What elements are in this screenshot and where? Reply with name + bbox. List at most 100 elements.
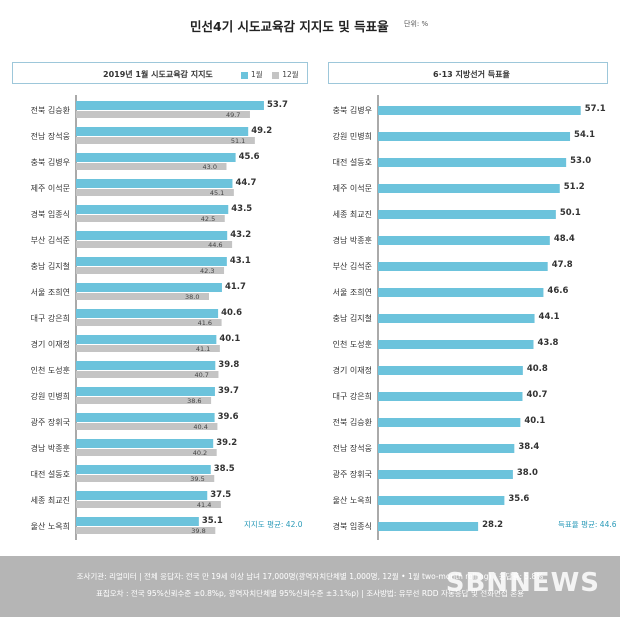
support-value-dec: 38.0 <box>185 293 199 301</box>
support-bar-dec <box>76 215 225 222</box>
support-bar-jan <box>76 283 222 292</box>
footer: 조사기관: 리얼미터 | 전체 응답자: 전국 만 19세 이상 남녀 17,0… <box>0 556 620 617</box>
chart-title: 민선4기 시도교육감 지지도 및 득표율 <box>190 19 389 34</box>
support-value-dec: 51.1 <box>231 137 245 145</box>
support-category-label: 전북 김승환 <box>31 105 71 115</box>
support-bar-dec <box>76 189 234 196</box>
left-panel-header: 2019년 1월 시도교육감 지지도 1월 12월 <box>12 62 308 84</box>
support-value-dec: 41.4 <box>197 501 211 509</box>
vote-value: 47.8 <box>552 260 573 270</box>
support-value-dec: 43.0 <box>203 163 217 171</box>
support-bar-dec <box>76 137 255 144</box>
support-bar-jan <box>76 257 227 266</box>
vote-category-label: 전남 장석웅 <box>333 443 372 453</box>
vote-average-label: 득표율 평균: 44.6 <box>558 520 617 529</box>
legend-swatch-jan <box>241 71 248 79</box>
support-bar-dec <box>76 449 217 456</box>
vote-bar <box>378 184 560 193</box>
watermark: SBNNEWS <box>445 568 600 598</box>
support-value-dec: 42.3 <box>200 267 214 275</box>
vote-bar <box>378 418 521 427</box>
support-category-label: 전남 장석웅 <box>31 131 70 141</box>
support-value-jan: 43.2 <box>230 230 251 240</box>
vote-value: 40.1 <box>524 416 545 426</box>
support-category-label: 충북 김병우 <box>31 157 70 167</box>
vote-bar <box>378 132 571 141</box>
vote-category-label: 대전 설동호 <box>333 157 372 167</box>
vote-value: 57.1 <box>585 104 606 114</box>
support-value-dec: 38.6 <box>187 397 201 405</box>
legend-label-dec: 12월 <box>282 70 299 79</box>
support-bar-jan <box>76 465 211 474</box>
support-bar-dec <box>76 345 220 352</box>
support-bar-jan <box>76 153 236 162</box>
support-category-label: 세종 최교진 <box>31 495 70 505</box>
support-category-label: 경북 임종식 <box>31 209 70 219</box>
support-bar-dec <box>76 423 218 430</box>
support-value-dec: 41.1 <box>196 345 210 353</box>
support-value-dec: 49.7 <box>226 111 240 119</box>
vote-value: 48.4 <box>554 234 575 244</box>
vote-category-label: 제주 이석문 <box>333 183 372 193</box>
vote-bar <box>378 158 567 167</box>
support-value-jan: 35.1 <box>202 516 223 526</box>
vote-category-label: 광주 장휘국 <box>333 469 372 479</box>
support-value-jan: 40.6 <box>221 308 242 318</box>
support-value-jan: 44.7 <box>235 178 256 188</box>
support-bar-dec <box>76 267 225 274</box>
support-value-dec: 39.8 <box>191 527 205 535</box>
vote-value: 51.2 <box>564 182 585 192</box>
vote-value: 35.6 <box>508 494 529 504</box>
vote-bar <box>378 262 548 271</box>
support-value-jan: 40.1 <box>219 334 240 344</box>
support-value-jan: 38.5 <box>214 464 235 474</box>
support-bar-dec <box>76 319 222 326</box>
vote-category-label: 대구 강은희 <box>333 391 372 401</box>
support-bar-dec <box>76 111 250 118</box>
support-value-jan: 49.2 <box>251 126 272 136</box>
vote-bar <box>378 496 505 505</box>
support-value-jan: 39.7 <box>218 386 239 396</box>
support-average-label: 지지도 평균: 42.0 <box>244 520 303 529</box>
support-bar-jan <box>76 387 215 396</box>
vote-value: 38.4 <box>518 442 539 452</box>
left-panel-title: 2019년 1월 시도교육감 지지도 <box>103 70 213 79</box>
support-bar-dec <box>76 241 233 248</box>
vote-bar <box>378 392 523 401</box>
support-bar-dec <box>76 527 216 534</box>
vote-bar <box>378 236 550 245</box>
unit-label: 단위: % <box>404 20 429 28</box>
vote-value: 40.7 <box>526 390 547 400</box>
vote-chart: 충북 김병우 57.1 강원 민병희 54.1 대전 설동호 53.0 제주 이석문 51.2… <box>333 95 606 540</box>
support-value-dec: 44.6 <box>208 241 222 249</box>
vote-category-label: 서울 조희연 <box>333 287 372 297</box>
vote-bar <box>378 210 556 219</box>
support-bar-jan <box>76 231 228 240</box>
support-category-label: 부산 김석준 <box>31 235 70 245</box>
vote-value: 38.0 <box>517 468 538 478</box>
support-value-dec: 45.1 <box>210 189 224 197</box>
vote-bar <box>378 522 479 531</box>
support-bar-jan <box>76 309 219 318</box>
vote-bar <box>378 288 544 297</box>
support-bar-jan <box>76 127 249 136</box>
support-value-jan: 43.5 <box>231 204 252 214</box>
support-category-label: 대구 강은희 <box>31 313 70 323</box>
vote-value: 50.1 <box>560 208 581 218</box>
support-bar-jan <box>76 205 229 214</box>
vote-category-label: 충남 김지철 <box>333 313 372 323</box>
support-category-label: 광주 장휘국 <box>31 417 70 427</box>
left-legend: 1월 12월 <box>241 69 299 80</box>
vote-category-label: 부산 김석준 <box>333 261 372 271</box>
vote-category-label: 세종 최교진 <box>333 209 372 219</box>
support-value-dec: 40.4 <box>193 423 207 431</box>
vote-category-label: 강원 민병희 <box>333 131 372 141</box>
support-value-jan: 39.2 <box>216 438 237 448</box>
vote-category-label: 전북 김승환 <box>333 417 373 427</box>
legend-label-jan: 1월 <box>251 70 263 79</box>
support-category-label: 서울 조희연 <box>31 287 70 297</box>
support-bar-dec <box>76 371 219 378</box>
vote-bar <box>378 340 534 349</box>
support-value-jan: 39.6 <box>218 412 239 422</box>
support-value-dec: 41.6 <box>198 319 212 327</box>
